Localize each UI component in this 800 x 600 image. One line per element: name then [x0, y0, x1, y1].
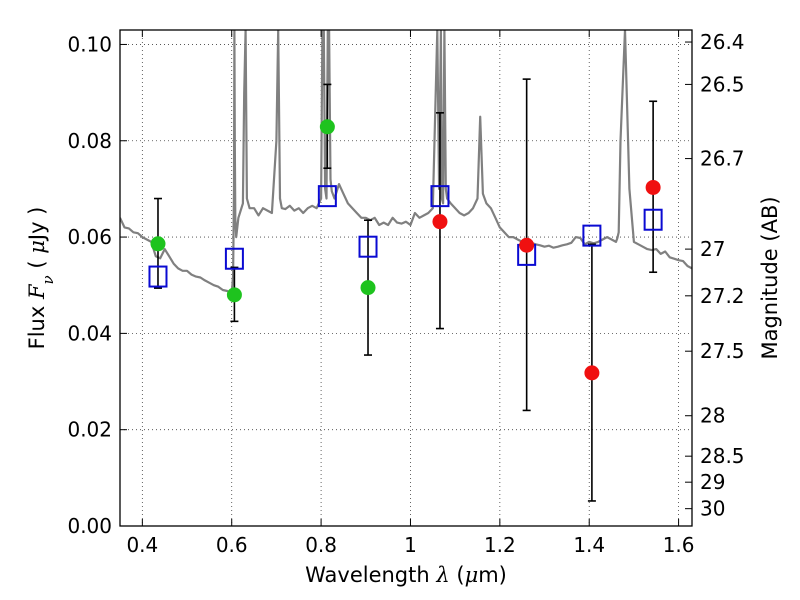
- y-tick-label: 0.00: [67, 514, 112, 538]
- model-square-marker: [582, 224, 602, 247]
- magnitude-tick-label: 27.5: [700, 339, 745, 363]
- observed-points: [150, 119, 661, 381]
- plot-frame: [119, 29, 693, 527]
- x-tick-label: 1: [404, 533, 417, 557]
- x-axis-title: Wavelength λ (μm): [305, 563, 507, 587]
- magnitude-tick-label: 27.2: [700, 284, 745, 308]
- y-tick-label: 0.04: [67, 321, 112, 345]
- model-spectrum: [120, 30, 692, 295]
- green-data-point: [150, 236, 166, 252]
- x-tick-label: 1.6: [663, 533, 695, 557]
- x-tick-label: 1.2: [484, 533, 516, 557]
- y-tick-label: 0.02: [67, 418, 112, 442]
- green-data-point: [226, 287, 242, 303]
- magnitude-tick-label: 30: [700, 497, 725, 521]
- magnitude-tick-label: 29: [700, 470, 725, 494]
- y-tick-label: 0.08: [67, 129, 112, 153]
- y-tick-label: 0.10: [67, 32, 112, 56]
- x-tick-label: 0.8: [305, 533, 337, 557]
- green-data-point: [360, 280, 376, 296]
- magnitude-tick-label: 28: [700, 404, 725, 428]
- model-square-marker: [317, 185, 337, 208]
- spectrum-line: [120, 30, 692, 295]
- x-tick-label: 0.4: [126, 533, 158, 557]
- magnitude-axis-title: Magnitude (AB): [758, 196, 782, 359]
- red-data-point: [519, 237, 535, 253]
- y-tick-label: 0.06: [67, 225, 112, 249]
- magnitude-tick-label: 26.5: [700, 72, 745, 96]
- model-square-marker: [358, 235, 378, 258]
- magnitude-tick-label: 28.5: [700, 444, 745, 468]
- model-square-marker: [224, 247, 244, 270]
- model-square-marker: [643, 208, 663, 231]
- model-square-marker: [148, 265, 168, 288]
- grid: [120, 30, 692, 527]
- magnitude-tick-label: 27: [700, 237, 725, 261]
- magnitude-tick-label: 26.7: [700, 147, 745, 171]
- y-axis-title: Flux Fν ( μJy ): [25, 207, 57, 350]
- ticks: 0.4 0.6 0.8 1 1.2 1.4 1.6 0.00 0.02 0.04 0.06 0.08 0…: [67, 30, 745, 557]
- model-square-marker: [430, 185, 450, 208]
- model-band-markers: [148, 185, 663, 288]
- magnitude-tick-label: 26.4: [700, 30, 745, 54]
- red-data-point: [584, 365, 600, 381]
- x-tick-label: 0.6: [216, 533, 248, 557]
- green-data-point: [319, 119, 335, 135]
- x-tick-label: 1.4: [573, 533, 605, 557]
- red-data-point: [432, 214, 448, 230]
- red-data-point: [645, 179, 661, 195]
